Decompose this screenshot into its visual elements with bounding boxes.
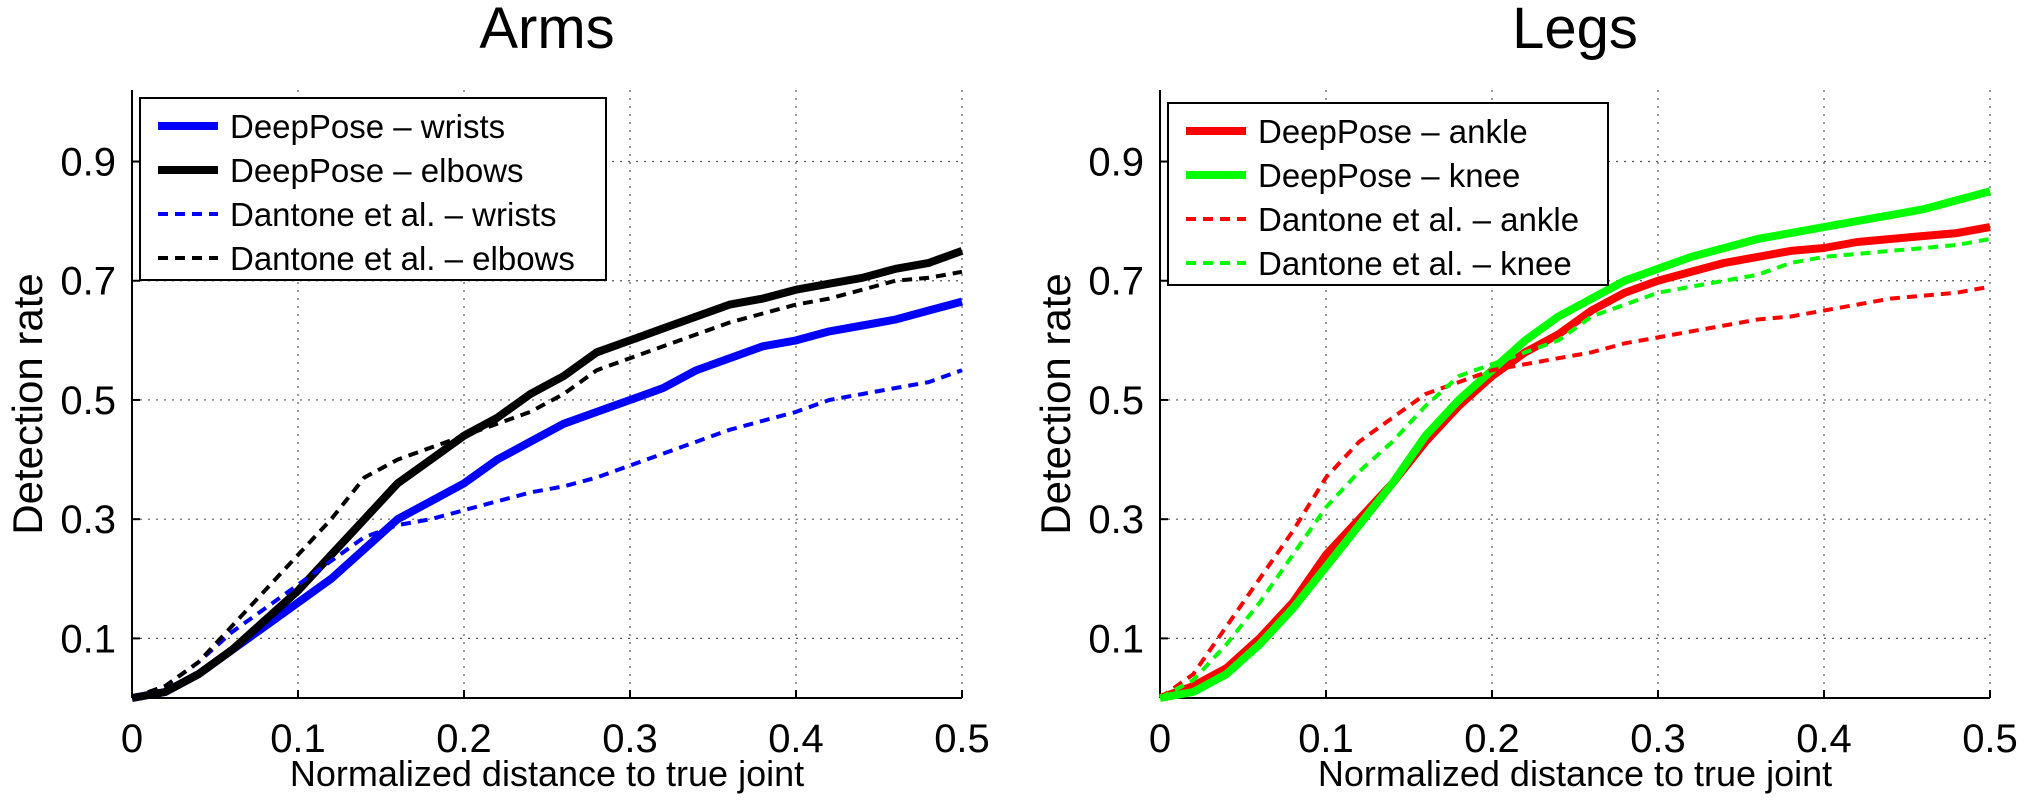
y-tick-label: 0.9	[1088, 141, 1144, 185]
chart-panel-legs: Legs 0 0.1 0.2 0.3 0.4 0.5 0.1 0.3 0.5 0.7 0.9 Norma…	[1032, 0, 2018, 794]
series-line-2	[131, 368, 963, 700]
x-tick-label: 0.2	[436, 717, 492, 761]
x-tick-label: 0.2	[1464, 717, 1520, 761]
y-tick-label: 0.3	[60, 498, 116, 542]
x-tick-label: 0	[121, 717, 143, 761]
legend: DeepPose – ankle DeepPose – knee Dantone e…	[1167, 102, 1609, 286]
legend-label: Dantone et al. – ankle	[1258, 201, 1579, 238]
legend-label: Dantone et al. – knee	[1258, 245, 1572, 282]
x-tick-label: 0.1	[1298, 717, 1354, 761]
y-tick-label: 0.7	[60, 260, 116, 304]
legend-label: DeepPose – ankle	[1258, 113, 1528, 150]
legend-label: Dantone et al. – wrists	[230, 196, 557, 233]
legend-label: DeepPose – wrists	[230, 108, 505, 145]
y-tick-label: 0.9	[60, 141, 116, 185]
x-tick-label: 0.4	[768, 717, 824, 761]
series-line-3	[1159, 237, 1991, 700]
y-axis-label: Detection rate	[1032, 273, 1079, 534]
x-tick-label: 0.3	[602, 717, 658, 761]
legend-label: Dantone et al. – elbows	[230, 240, 575, 277]
y-tick-label: 0.5	[1088, 379, 1144, 423]
legend-label: DeepPose – elbows	[230, 152, 524, 189]
y-axis-label: Detection rate	[4, 273, 51, 534]
y-tick-label: 0.5	[60, 379, 116, 423]
y-tick-label: 0.1	[60, 617, 116, 661]
x-axis-label: Normalized distance to true joint	[290, 753, 804, 794]
y-tick-label: 0.1	[1088, 617, 1144, 661]
legend: DeepPose – wrists DeepPose – elbows Danton…	[139, 97, 607, 281]
x-tick-label: 0.5	[1962, 717, 2018, 761]
x-tick-label: 0.1	[270, 717, 326, 761]
x-tick-label: 0	[1149, 717, 1171, 761]
y-tick-label: 0.7	[1088, 260, 1144, 304]
y-tick-label: 0.3	[1088, 498, 1144, 542]
series-line-2	[1158, 284, 1991, 700]
chart-panel-arms: Arms 0 0.1 0.2 0.3 0.4 0.5 0.1 0.3 0.5 0.7 0.9 Norma…	[4, 0, 990, 794]
chart-title: Legs	[1512, 0, 1638, 61]
series-line-0	[131, 297, 964, 702]
series-line-3	[131, 269, 963, 700]
series-line-1	[1159, 187, 1992, 702]
legend-label: DeepPose – knee	[1258, 157, 1520, 194]
series-line-0	[1158, 223, 1991, 702]
x-tick-label: 0.4	[1796, 717, 1852, 761]
x-tick-label: 0.3	[1630, 717, 1686, 761]
x-axis-label: Normalized distance to true joint	[1318, 753, 1832, 794]
chart-title: Arms	[479, 0, 614, 61]
x-tick-label: 0.5	[934, 717, 990, 761]
series-line-1	[131, 247, 964, 702]
